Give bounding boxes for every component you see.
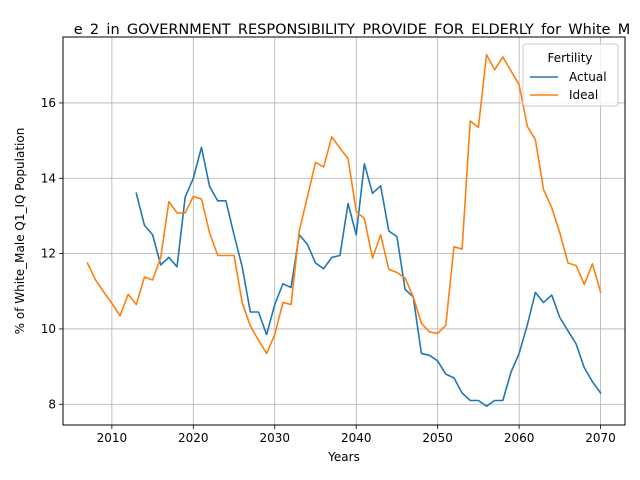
x-tick-label: 2050 (422, 431, 453, 445)
y-axis-ticks: 8 10 12 14 16 (41, 96, 63, 411)
series-line-ideal (86, 53, 602, 355)
x-axis-ticks: 2010 2020 2030 2040 2050 2060 2070 (97, 425, 616, 445)
y-tick-label: 10 (41, 322, 56, 336)
legend-title: Fertility (547, 51, 592, 65)
x-tick-label: 2010 (97, 431, 128, 445)
plot-frame (62, 36, 626, 426)
legend-label-actual: Actual (569, 70, 607, 84)
x-tick-label: 2070 (585, 431, 616, 445)
series-line-actual (135, 146, 602, 407)
y-tick-label: 14 (41, 171, 56, 185)
y-tick-label: 8 (48, 397, 56, 411)
y-tick-label: 16 (41, 96, 56, 110)
y-tick-label: 12 (41, 247, 56, 261)
x-tick-label: 2020 (178, 431, 209, 445)
legend: Fertility Actual Ideal (522, 43, 619, 107)
x-axis-label: Years (327, 450, 360, 464)
series-lines (86, 53, 602, 407)
legend-label-ideal: Ideal (569, 88, 598, 102)
y-axis-label: % of White_Male Q1_IQ Population (13, 128, 27, 335)
grid-lines (63, 37, 625, 425)
chart-title: e_2_in_GOVERNMENT_RESPONSIBILITY_PROVIDE… (74, 22, 630, 38)
x-tick-label: 2040 (341, 431, 372, 445)
x-tick-label: 2060 (504, 431, 535, 445)
x-tick-label: 2030 (259, 431, 290, 445)
legend-box (522, 43, 619, 107)
